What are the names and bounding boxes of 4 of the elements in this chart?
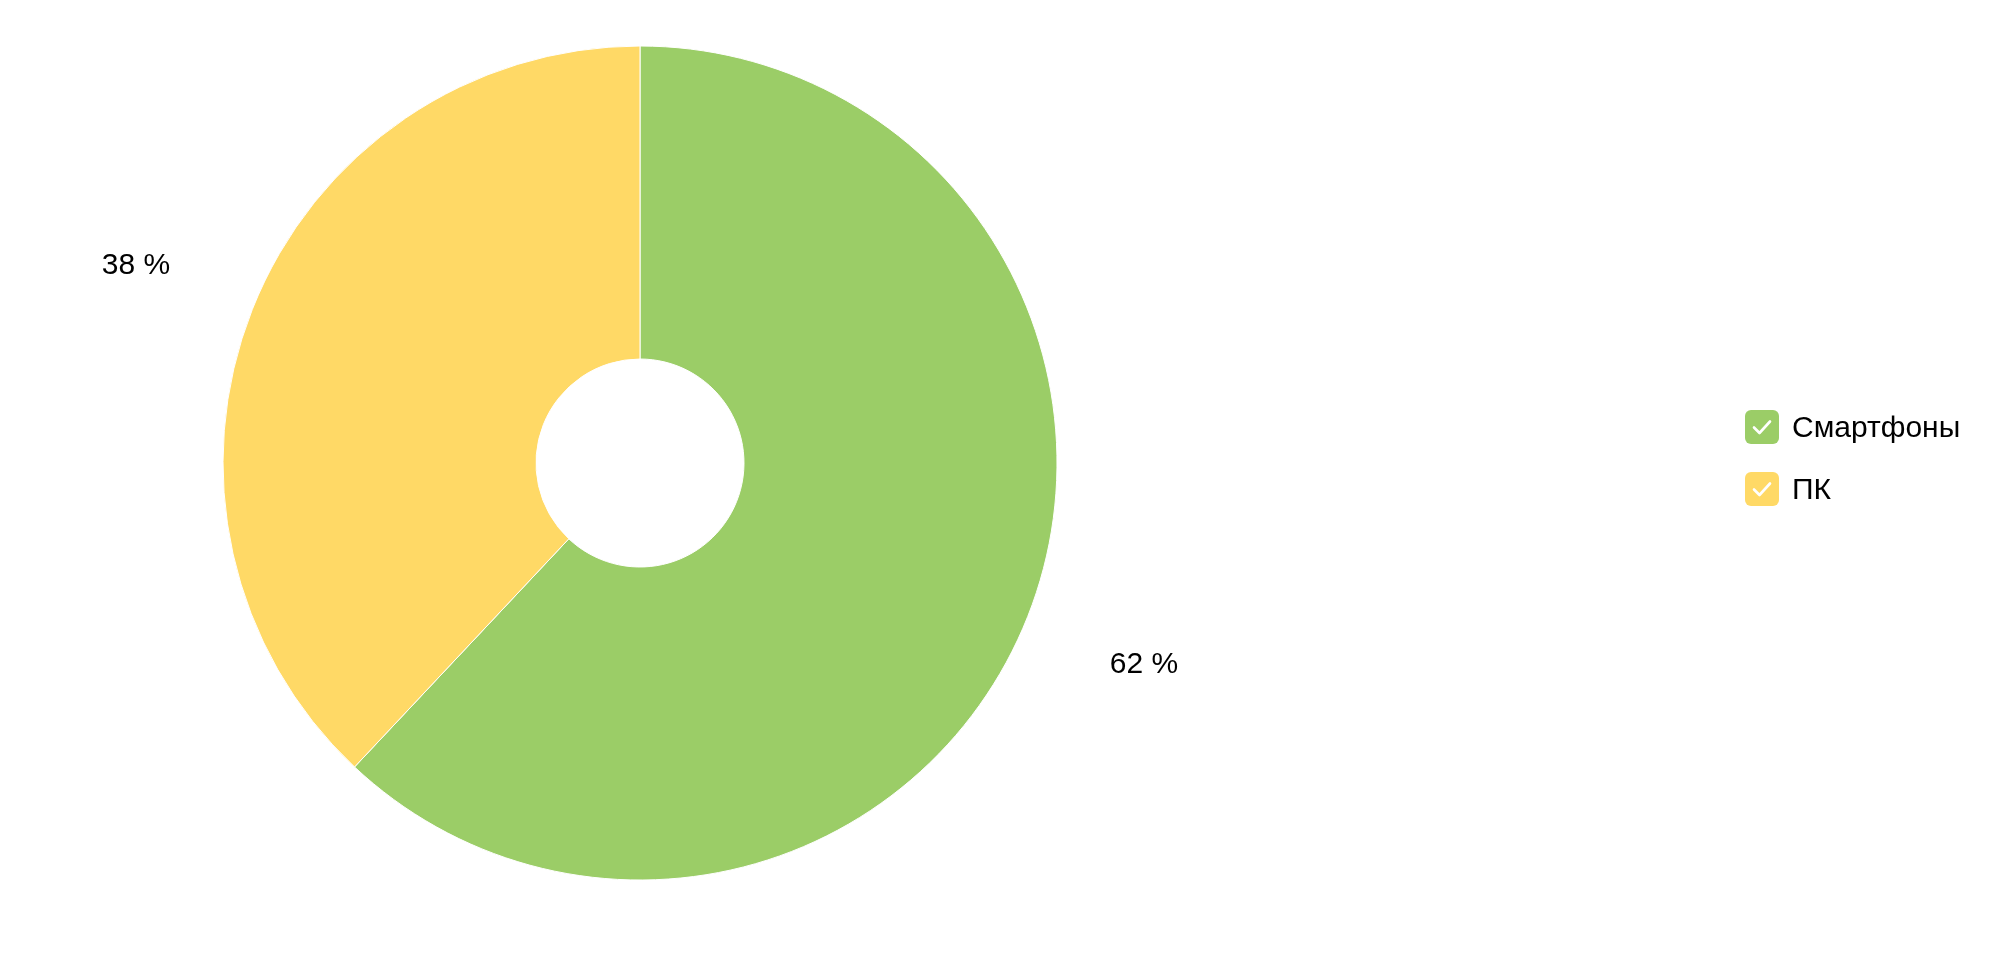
legend-label: ПК <box>1792 472 1832 506</box>
data-label: 62 % <box>1109 646 1179 680</box>
legend-label: Смартфоны <box>1792 410 1961 444</box>
data-label: 38 % <box>101 246 171 280</box>
